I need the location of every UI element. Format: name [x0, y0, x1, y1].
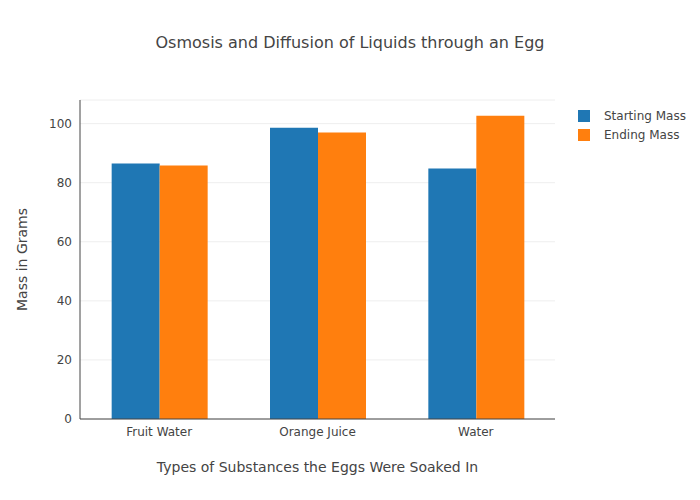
- svg-text:0: 0: [64, 412, 72, 426]
- html-text:Ending Mass: Ending Mass: [604, 127, 680, 142]
- svg-text:60: 60: [57, 235, 72, 249]
- svg-text:Fruit Water: Fruit Water: [126, 425, 192, 439]
- svg-text:Mass in Grams: Mass in Grams: [14, 208, 30, 311]
- svg-text:Orange Juice: Orange Juice: [279, 425, 356, 439]
- svg-text:20: 20: [57, 353, 72, 367]
- svg-text:40: 40: [57, 294, 72, 308]
- html-text:Starting Mass: Starting Mass: [604, 108, 686, 123]
- svg-text:Types of Substances the Eggs W: Types of Substances the Eggs Were Soaked…: [156, 459, 478, 475]
- svg-text:100: 100: [49, 117, 72, 131]
- html-text:Osmosis and Diffusion of Liqui: Osmosis and Diffusion of Liquids through…: [155, 33, 545, 52]
- svg-text:80: 80: [57, 176, 72, 190]
- svg-text:Water: Water: [458, 425, 494, 439]
